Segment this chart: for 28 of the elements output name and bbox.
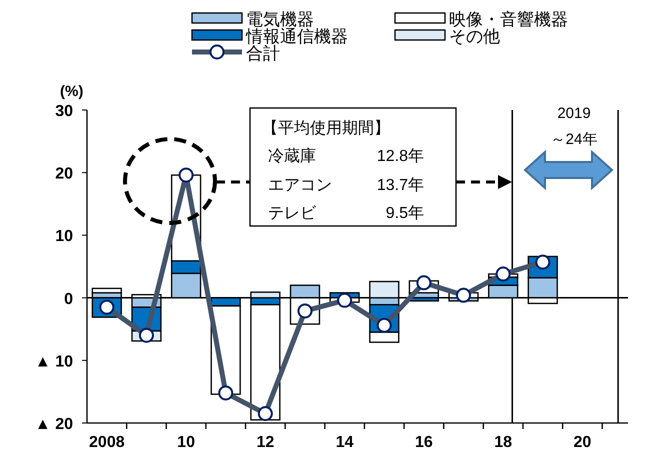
annotation: 冷蔵庫 <box>268 147 316 165</box>
x-tick-label: 2008 <box>89 434 125 451</box>
y-axis-title: (%) <box>60 83 84 100</box>
x-tick-label: 10 <box>177 434 196 451</box>
annotation: 12.8年 <box>376 148 424 165</box>
legend-label: 情報通信機器 <box>245 27 348 46</box>
legend-label: その他 <box>449 27 500 46</box>
y-tick-label: 30 <box>55 103 74 120</box>
legend-label: 合計 <box>246 44 280 63</box>
y-tick-label: 20 <box>55 166 74 183</box>
y-tick-label: ▲ 10 <box>34 353 74 370</box>
annotation: テレビ <box>268 205 317 222</box>
annotation: ～24年 <box>550 131 598 148</box>
annotation: 9.5年 <box>386 205 424 222</box>
annotation: 13.7年 <box>376 177 424 194</box>
x-tick-label: 12 <box>256 434 274 451</box>
legend-label: 電気機器 <box>246 10 314 29</box>
x-tick-label: 14 <box>336 434 354 451</box>
x-tick-label: 18 <box>494 434 512 451</box>
y-tick-label: 10 <box>55 228 74 246</box>
y-tick-label: 0 <box>64 290 74 308</box>
x-tick-label: 20 <box>574 434 592 451</box>
annotation: エアコン <box>268 177 332 194</box>
annotation: 【平均使用期間】 <box>262 119 390 137</box>
x-tick-label: 16 <box>414 434 433 451</box>
y-tick-label: ▲ 20 <box>34 416 74 433</box>
legend-label: 映像・音響機器 <box>449 10 568 29</box>
annotation: 2019 <box>557 105 591 122</box>
